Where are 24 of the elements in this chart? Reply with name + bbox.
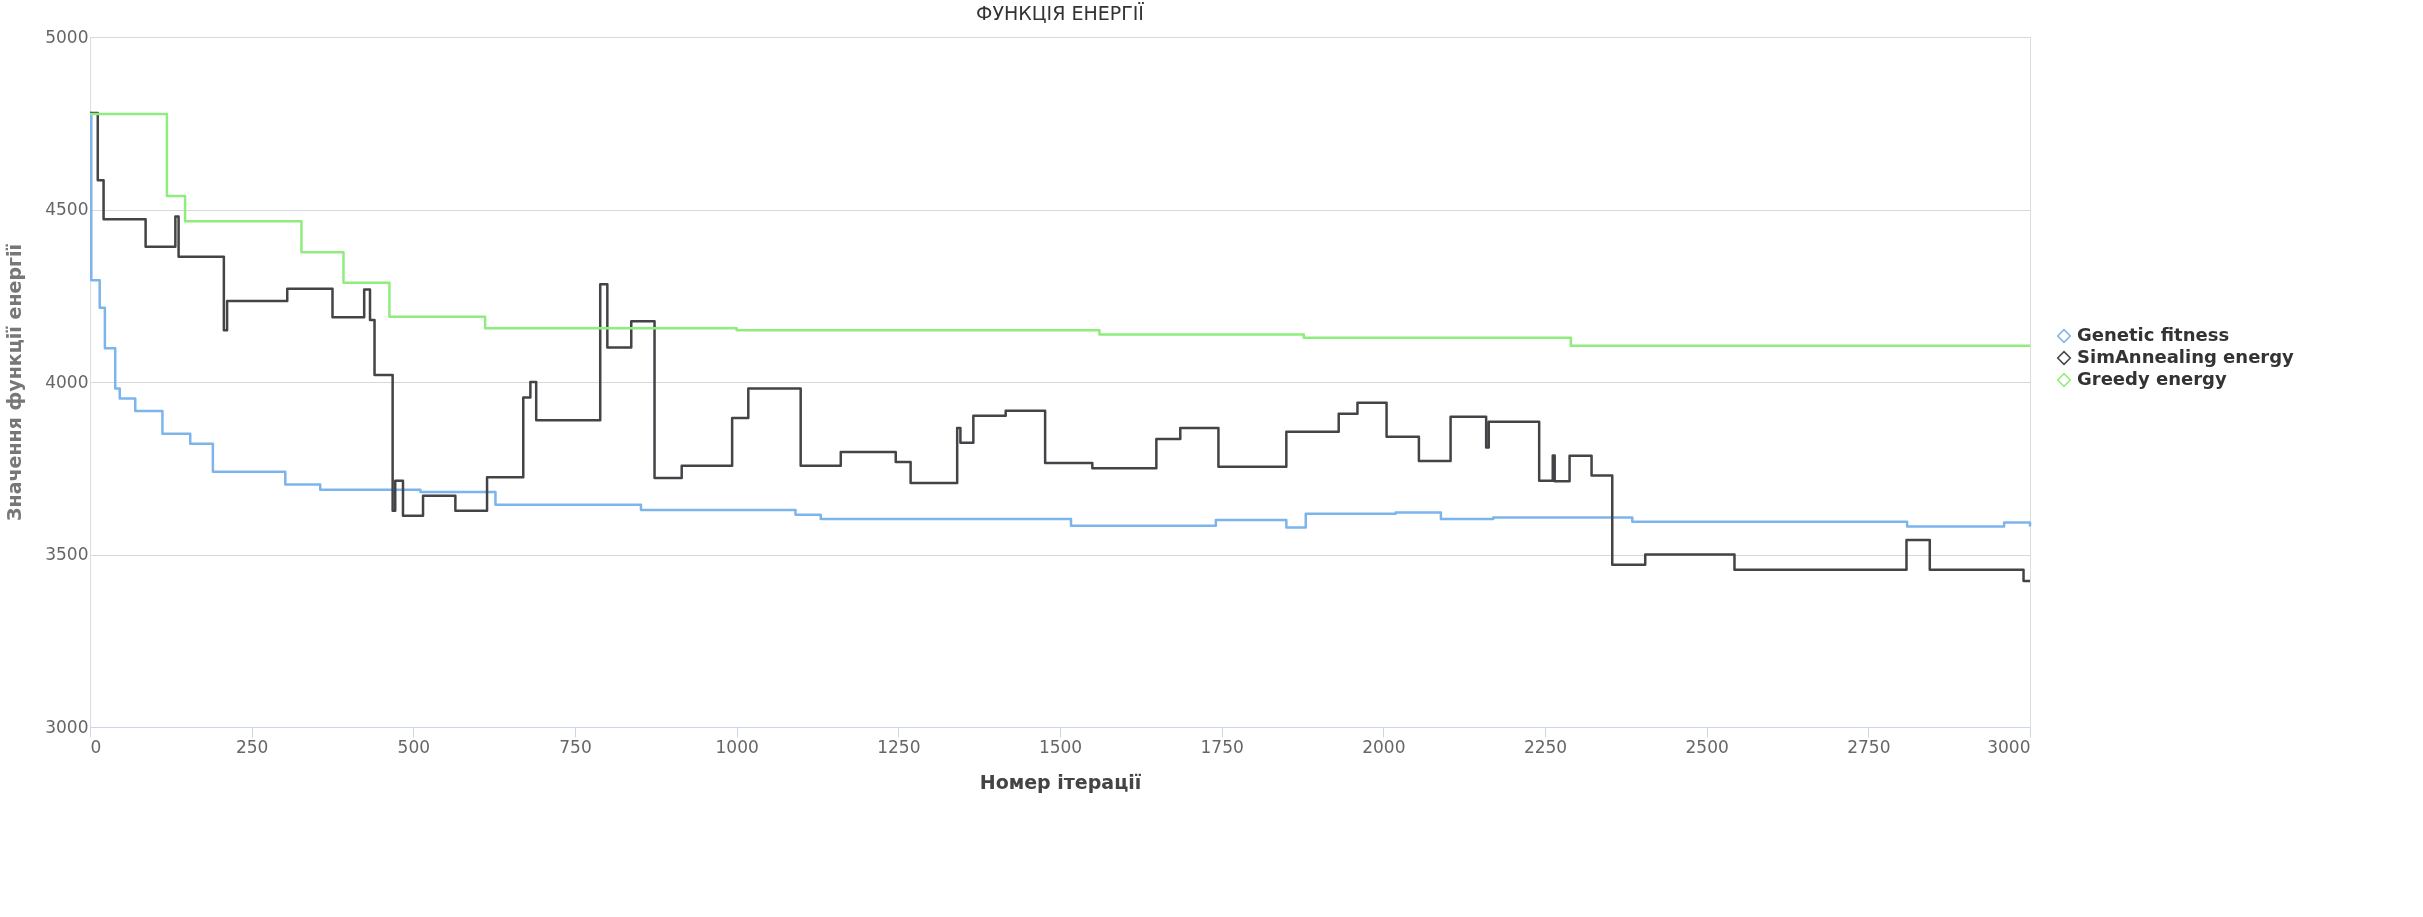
x-tick-label: 250 bbox=[235, 736, 269, 757]
y-tick-label: 5000 bbox=[45, 26, 89, 47]
x-axis-title: Номер ітерації bbox=[979, 770, 1142, 793]
legend-label: Greedy energy bbox=[2077, 368, 2227, 389]
x-tick-label: 0 bbox=[90, 736, 102, 757]
chart-title: ФУНКЦІЯ ЕНЕРГІЇ bbox=[976, 2, 1145, 24]
y-tick-label: 4000 bbox=[45, 371, 89, 392]
y-tick-label: 4500 bbox=[45, 199, 89, 219]
y-tick-label: 3500 bbox=[45, 544, 89, 564]
x-tick-label: 2750 bbox=[1847, 736, 1891, 757]
x-tick-label: 3000 bbox=[1987, 736, 2031, 757]
legend-label: Genetic fitness bbox=[2077, 324, 2230, 345]
y-tick-label: 3000 bbox=[45, 716, 89, 737]
x-tick-label: 1500 bbox=[1038, 736, 1083, 757]
x-tick-label: 750 bbox=[559, 736, 592, 757]
x-tick-label: 500 bbox=[397, 736, 431, 757]
x-tick-label: 1250 bbox=[877, 736, 921, 757]
x-tick-label: 1750 bbox=[1200, 736, 1244, 757]
x-tick-label: 2500 bbox=[1685, 736, 1729, 757]
legend-label: SimAnnealing energy bbox=[2077, 346, 2295, 367]
x-tick-label: 1000 bbox=[715, 736, 759, 757]
y-axis-title: Значення функції енергії bbox=[3, 243, 26, 521]
x-tick-label: 2000 bbox=[1362, 736, 1406, 757]
x-tick-label: 2250 bbox=[1523, 736, 1568, 757]
